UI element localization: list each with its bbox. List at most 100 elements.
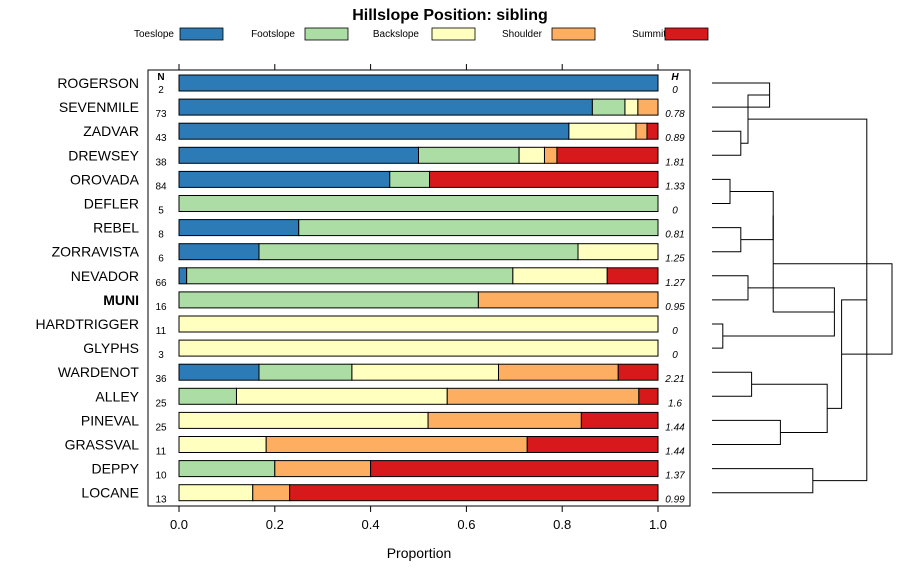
row-zorravista: ZORRAVISTA 6 1.25 [52,243,685,265]
bar-segment-summit [606,267,659,285]
dendrogram-branch [712,178,731,204]
bar-segment-toeslope [178,146,419,164]
row-label: HARDTRIGGER [36,316,139,332]
n-value: 25 [155,398,167,409]
bar-segment-footslope [258,363,353,381]
n-value: 66 [155,278,167,289]
bar-segment-footslope [178,387,237,405]
legend-label-shoulder: Shoulder [502,29,543,40]
row-label: ZORRAVISTA [52,244,140,260]
x-tick-label: 0.0 [170,517,188,532]
bar-segment-toeslope [178,219,300,237]
bar-segment-footslope [178,291,479,309]
h-value: 0.78 [665,109,685,120]
bar-segment-shoulder [265,436,528,453]
row-label: LOCANE [81,485,139,501]
row-label: GLYPHS [83,340,139,356]
bar-segment-toeslope [178,122,570,140]
dendrogram-branch [712,323,724,349]
row-muni: MUNI 16 0.95 [103,291,685,313]
dendrogram-branch [712,130,742,156]
row-label: DEPPY [92,461,140,477]
bar-segment-toeslope [178,98,593,116]
legend-label-backslope: Backslope [373,29,420,40]
n-value: 11 [156,326,167,337]
h-value: 0.89 [665,133,685,144]
dendrogram-branch [712,227,742,253]
n-value: 8 [158,230,164,241]
legend-swatch-toeslope [179,27,224,41]
bar-segment-toeslope [178,74,659,92]
chart-title: Hillslope Position: sibling [352,7,548,24]
bar-segment-toeslope [178,363,260,381]
row-zadvar: ZADVAR 43 0.89 [83,122,685,144]
bar-segment-footslope [258,243,579,261]
dendrogram-branch [773,263,893,355]
row-drewsey: DREWSEY 38 1.81 [68,146,685,168]
dendrogram [712,82,893,494]
bar-segment-backslope [178,484,254,502]
bar-rows: ROGERSON 2 0 SEVENMILE 73 0.78 ZADVAR 43 0.89 DRE… [36,74,685,506]
h-value: 0 [672,326,678,337]
bar-segment-summit [370,460,659,478]
h-value: 0 [672,350,678,361]
legend-swatch-backslope [431,27,476,41]
plot-frame [147,69,691,507]
bar-segment-backslope [178,339,659,357]
row-label: ALLEY [95,388,139,404]
bar-segment-backslope [178,411,429,429]
bar-segment-shoulder [252,484,291,502]
row-label: GRASSVAL [65,437,140,453]
bar-segment-backslope [624,98,639,116]
row-rebel: REBEL 8 0.81 [93,219,685,241]
row-orovada: OROVADA 84 1.33 [70,170,685,192]
row-locane: LOCANE 13 0.99 [81,484,685,506]
bar-segment-footslope [389,170,431,188]
n-value: 16 [155,302,167,313]
h-value: 0.81 [665,230,684,241]
row-pineval: PINEVAL 25 1.44 [81,411,685,433]
n-value: 3 [158,350,164,361]
h-value: 2.21 [664,374,684,385]
n-value: 2 [158,85,164,96]
x-tick-label: 0.4 [362,517,380,532]
x-tick-label: 1.0 [649,517,667,532]
bar-segment-summit [289,484,659,502]
row-label: SEVENMILE [59,99,139,115]
bar-segment-footslope [178,195,659,212]
h-value: 1.27 [665,278,685,289]
n-value: 5 [158,206,164,217]
x-tick-labels: 0.0 0.2 0.4 0.6 0.8 1.0 [170,517,667,532]
bar-segment-shoulder [635,122,648,140]
dendrogram-branch [712,275,749,301]
x-axis-label: Proportion [387,545,452,561]
legend-swatch-summit [664,27,709,41]
dendrogram-branch [751,383,828,433]
row-label: MUNI [103,292,139,308]
bar-segment-backslope [235,387,448,405]
h-value: 1.44 [665,422,685,433]
row-sevenmile: SEVENMILE 73 0.78 [59,98,685,120]
row-label: REBEL [93,220,139,236]
h-value: 0 [672,206,678,217]
bar-segment-footslope [298,219,659,237]
bar-segment-toeslope [178,267,188,285]
row-label: DEFLER [84,196,139,212]
legend-swatch-shoulder [551,27,596,41]
row-label: ZADVAR [83,123,139,139]
n-value: 13 [155,495,167,506]
bar-segment-summit [429,170,659,188]
dendrogram-branch [772,215,835,313]
n-value: 38 [155,157,167,168]
bar-segment-summit [556,146,659,164]
bar-segment-footslope [178,460,276,478]
h-value: 1.37 [665,471,685,482]
legend: Toeslope Footslope Backslope Shoulder Summit [134,27,709,41]
dendrogram-branch [712,468,814,494]
bar-segment-footslope [418,146,520,164]
row-label: ROGERSON [57,75,139,91]
bar-segment-toeslope [178,243,260,261]
n-value: 25 [155,422,167,433]
axis-ticks [178,64,659,512]
